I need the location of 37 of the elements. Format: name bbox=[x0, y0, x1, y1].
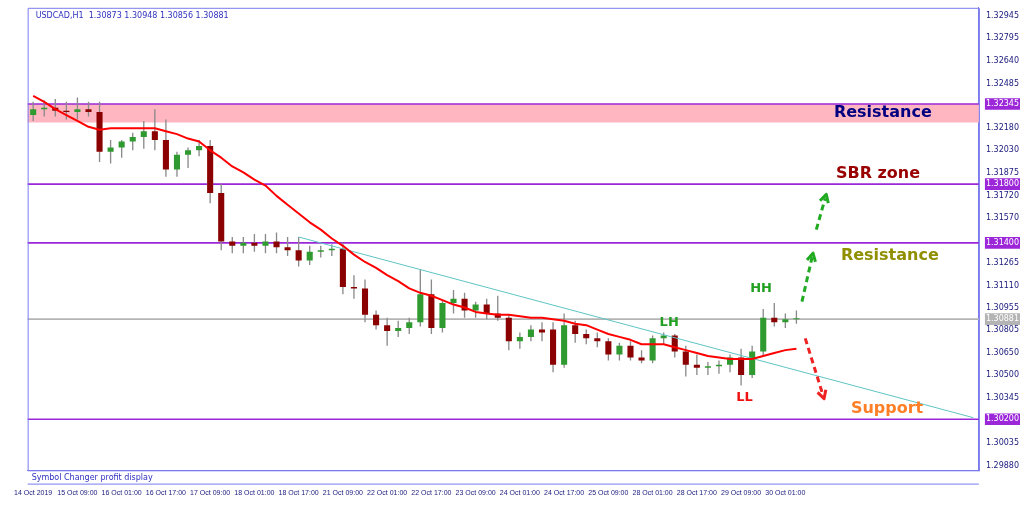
y-tick-label: 1.32030 bbox=[985, 145, 1020, 155]
annotation: LL bbox=[736, 388, 753, 404]
ref-line-label: Resistance bbox=[840, 245, 939, 265]
y-tick-label: 1.31400 bbox=[985, 237, 1020, 247]
y-tick-label: 1.30345 bbox=[985, 392, 1020, 402]
text: Symbol Changer profit display bbox=[31, 472, 153, 482]
y-tick-label: 1.32795 bbox=[985, 33, 1020, 42]
y-tick-label: 1.31800 bbox=[985, 179, 1020, 189]
y-tick-label: 1.30650 bbox=[985, 348, 1020, 358]
candlestick bbox=[184, 147, 192, 168]
candlestick bbox=[693, 354, 700, 376]
y-tick-label: 1.32485 bbox=[985, 78, 1020, 88]
annotation: LH bbox=[659, 313, 679, 329]
text: USDCAD,H1 1.30873 1.30948 1.30856 1.30881 bbox=[35, 10, 229, 20]
y-tick-label: 1.32180 bbox=[985, 123, 1020, 133]
candlestick bbox=[151, 109, 158, 151]
ref-line-label: SBR zone bbox=[835, 163, 921, 183]
ref-line-label: Support bbox=[850, 398, 924, 418]
y-tick-label: 1.30500 bbox=[985, 370, 1020, 380]
y-tick-label: 1.29880 bbox=[985, 461, 1020, 471]
y-tick-label: 1.32945 bbox=[985, 10, 1020, 20]
y-tick-label: 1.32640 bbox=[985, 55, 1020, 65]
candlestick bbox=[704, 361, 711, 376]
y-tick-label: 1.31720 bbox=[985, 190, 1020, 200]
y-tick-label: 1.32345 bbox=[985, 99, 1020, 109]
y-tick-label: 1.30805 bbox=[985, 325, 1020, 335]
y-tick-label: 1.30881 bbox=[985, 314, 1020, 324]
y-tick-label: 1.30035 bbox=[985, 438, 1020, 448]
y-tick-label: 1.31875 bbox=[985, 168, 1020, 178]
y-tick-label: 1.31570 bbox=[985, 212, 1020, 222]
y-tick-label: 1.30200 bbox=[985, 414, 1020, 424]
y-tick-label: 1.31265 bbox=[985, 257, 1020, 267]
y-tick-label: 1.31110 bbox=[985, 280, 1020, 290]
band-label: Resistance bbox=[833, 102, 932, 122]
candlestick bbox=[384, 317, 391, 346]
annotation: HH bbox=[750, 280, 772, 296]
y-tick-label: 1.30955 bbox=[985, 303, 1020, 313]
